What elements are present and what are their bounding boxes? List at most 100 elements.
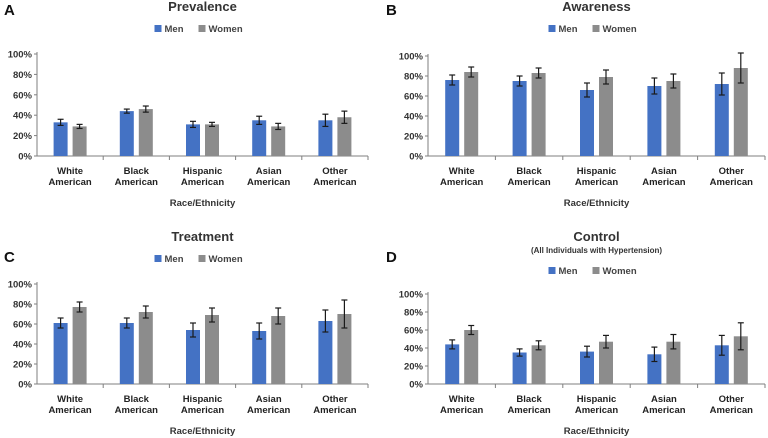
error-bar-men-1 <box>57 118 64 127</box>
y-tick-label: 20% <box>404 132 424 143</box>
x-category-label: Asian American <box>642 166 685 188</box>
y-tick-label: 40% <box>404 344 424 355</box>
error-bar-men-5 <box>718 334 725 356</box>
error-bar-men-1 <box>449 74 456 86</box>
chart-panel-d: D Control (All Individuals with Hypertensi… <box>386 229 766 437</box>
y-tick-label: 80% <box>13 300 33 311</box>
x-category-label-line: American <box>181 177 224 188</box>
bar-women-5 <box>337 117 352 156</box>
x-category-label-line: American <box>48 405 91 416</box>
legend-label-women: Women <box>603 24 637 35</box>
x-category-label-line: Other <box>719 166 745 177</box>
error-bar-men-1 <box>449 339 456 350</box>
bar-men-5 <box>318 321 333 384</box>
bar-women-5 <box>733 336 748 384</box>
bar-men-3 <box>580 351 594 384</box>
x-category-label: Black American <box>115 394 158 416</box>
x-category-label-line: American <box>48 177 91 188</box>
error-bar-men-3 <box>584 345 590 358</box>
bar-men-3 <box>186 330 200 384</box>
chart-title: Treatment <box>171 229 234 244</box>
x-category-label: Asian American <box>247 394 290 416</box>
chart-panel-b: B Awareness Men Women 0% 20% 40% 60% 80% 100% Whit… <box>386 0 766 209</box>
x-category-label-line: American <box>313 405 356 416</box>
error-bar-men-3 <box>584 82 590 98</box>
error-bar-women-5 <box>737 322 744 351</box>
bar-men-1 <box>53 122 68 156</box>
chart-panel-a: A Prevalence Men Women 0% 20% 40% 60% 80% 100% Whi… <box>4 0 369 209</box>
x-category-label: Asian American <box>642 394 685 416</box>
x-category-label: Hispanic American <box>181 166 224 188</box>
x-category-label-line: American <box>247 405 290 416</box>
chart-subtitle: (All Individuals with Hypertension) <box>531 246 662 255</box>
error-bar-men-3 <box>190 120 196 129</box>
legend-swatch-women <box>198 25 206 32</box>
error-bar-women-4 <box>275 122 282 131</box>
chart-title: Prevalence <box>168 0 237 14</box>
bar-women-1 <box>464 72 479 156</box>
x-category-label: Hispanic American <box>181 394 224 416</box>
y-tick-label: 100% <box>8 280 33 291</box>
y-tick-label: 60% <box>404 92 424 103</box>
legend-swatch-men <box>154 25 162 32</box>
x-category-label-line: Other <box>719 394 745 405</box>
y-tick-label: 100% <box>8 50 33 61</box>
panel-letter: A <box>4 2 15 19</box>
x-category-label-line: American <box>115 177 158 188</box>
y-tick-label: 60% <box>13 320 33 331</box>
error-bar-women-2 <box>142 305 149 319</box>
x-category-label: Hispanic American <box>575 166 618 188</box>
error-bar-men-2 <box>123 317 130 329</box>
error-bar-men-2 <box>516 348 523 357</box>
x-category-label-line: Hispanic <box>183 394 223 405</box>
error-bar-women-4 <box>670 73 677 89</box>
chart-panel-c: C Treatment Men Women 0% 20% 40% 60% 80% 100% Whit… <box>4 229 369 437</box>
bar-women-5 <box>733 68 748 156</box>
bar-men-4 <box>252 331 267 384</box>
error-bar-women-3 <box>209 121 215 128</box>
bar-men-5 <box>714 345 729 384</box>
y-tick-label: 20% <box>13 131 33 142</box>
x-category-label-line: American <box>642 177 685 188</box>
bar-men-4 <box>647 86 662 156</box>
x-axis-label: Race/Ethnicity <box>564 198 630 209</box>
x-category-label-line: White <box>449 394 475 405</box>
error-bar-women-4 <box>670 333 677 350</box>
chart-title: Control <box>573 229 619 244</box>
legend-swatch-women <box>592 267 600 274</box>
error-bar-men-4 <box>256 322 263 340</box>
legend-swatch-men <box>548 267 556 274</box>
x-category-label-line: Black <box>516 166 542 177</box>
x-category-label-line: White <box>57 166 83 177</box>
error-bar-men-3 <box>190 322 196 338</box>
bar-women-5 <box>337 314 352 384</box>
legend: Men Women <box>154 254 243 265</box>
legend-label-women: Women <box>209 254 243 265</box>
y-tick-label: 100% <box>399 290 424 301</box>
y-tick-label: 0% <box>18 380 32 391</box>
error-bar-women-3 <box>603 334 609 349</box>
x-category-label-line: American <box>575 405 618 416</box>
error-bar-women-3 <box>603 69 609 85</box>
error-bar-women-2 <box>535 67 542 79</box>
bar-women-1 <box>464 330 479 384</box>
error-bar-men-5 <box>322 113 329 128</box>
bar-women-3 <box>599 77 613 156</box>
y-tick-label: 20% <box>404 362 424 373</box>
x-category-label-line: American <box>642 405 685 416</box>
x-category-label-line: American <box>440 405 483 416</box>
error-bar-women-5 <box>341 299 348 329</box>
error-bar-women-2 <box>142 105 149 113</box>
x-category-label: Other American <box>710 394 753 416</box>
error-bar-women-5 <box>737 52 744 84</box>
y-tick-label: 60% <box>13 90 33 101</box>
y-tick-label: 40% <box>13 111 33 122</box>
legend: Men Women <box>154 24 243 35</box>
panel-letter: B <box>386 2 397 19</box>
y-tick-label: 80% <box>13 70 33 81</box>
x-category-label: Other American <box>313 394 356 416</box>
x-category-label-line: Hispanic <box>577 166 617 177</box>
x-category-label-line: Asian <box>651 166 677 177</box>
x-category-label-line: Other <box>322 394 348 405</box>
